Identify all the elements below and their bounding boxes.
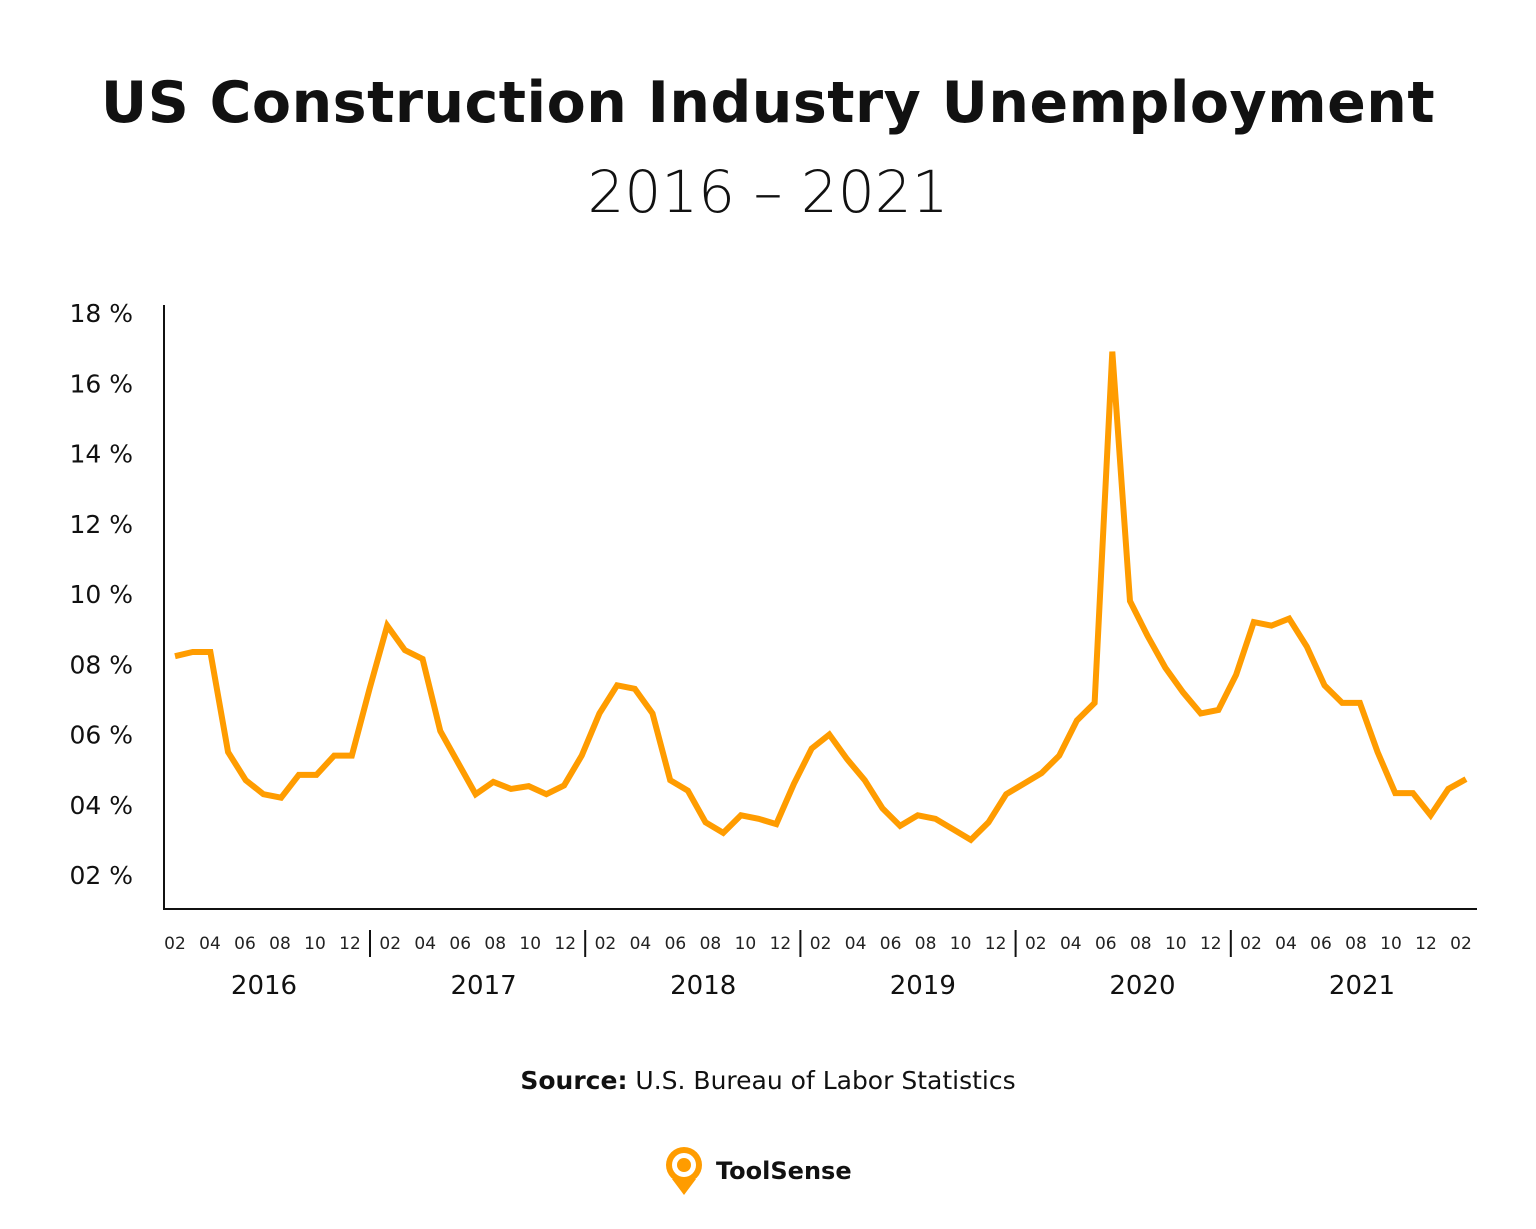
x-tick-label: 12 (1200, 934, 1222, 954)
x-tick-label: 06 (665, 934, 687, 954)
y-tick-label: 16 % (69, 369, 133, 398)
x-tick-label: 10 (1380, 934, 1402, 954)
x-tick-label: 12 (770, 934, 792, 954)
x-tick-label: 12 (985, 934, 1007, 954)
year-label: 2020 (1109, 971, 1175, 1001)
year-label: 2018 (670, 971, 736, 1001)
y-tick-label: 18 % (69, 299, 133, 328)
x-tick-label: 08 (1345, 934, 1367, 954)
x-tick-label: 10 (304, 934, 326, 954)
x-tick-label: 08 (484, 934, 506, 954)
x-tick-label: 12 (554, 934, 576, 954)
x-tick-label: 08 (700, 934, 722, 954)
location-pin-icon (666, 1147, 702, 1195)
x-tick-label: 12 (1415, 934, 1437, 954)
x-tick-label: 02 (810, 934, 832, 954)
year-label: 2017 (451, 971, 517, 1001)
year-label: 2016 (231, 971, 297, 1001)
x-tick-label: 04 (845, 934, 867, 954)
x-tick-label: 10 (1165, 934, 1187, 954)
brand-name: ToolSense (716, 1157, 852, 1185)
x-tick-label: 04 (414, 934, 436, 954)
x-tick-label: 12 (339, 934, 361, 954)
y-tick-label: 04 % (69, 791, 133, 820)
chart-subtitle: 2016 – 2021 (587, 158, 949, 226)
x-tick-label: 02 (595, 934, 617, 954)
source-text: U.S. Bureau of Labor Statistics (635, 1066, 1016, 1095)
y-tick-label: 06 % (69, 721, 133, 750)
source-label: Source: (520, 1066, 628, 1095)
y-tick-label: 08 % (69, 650, 133, 679)
x-tick-label: 06 (1310, 934, 1332, 954)
x-tick-label: 02 (1025, 934, 1047, 954)
x-tick-label: 08 (269, 934, 291, 954)
y-tick-label: 02 % (69, 861, 133, 890)
y-tick-label: 14 % (69, 440, 133, 469)
x-tick-label: 02 (1240, 934, 1262, 954)
x-tick-label: 04 (630, 934, 652, 954)
year-label: 2021 (1329, 971, 1395, 1001)
x-tick-label: 08 (915, 934, 937, 954)
x-tick-label: 10 (950, 934, 972, 954)
x-tick-label: 04 (199, 934, 221, 954)
x-tick-label: 06 (1095, 934, 1117, 954)
chart-title: US Construction Industry Unemployment (100, 70, 1436, 136)
x-tick-label: 06 (449, 934, 471, 954)
toolsense-logo: ToolSense (662, 1145, 852, 1197)
source-note: Source: U.S. Bureau of Labor Statistics (0, 1066, 1536, 1095)
x-tick-label: 02 (164, 934, 186, 954)
y-tick-label: 10 % (69, 580, 133, 609)
x-tick-label: 02 (1450, 934, 1472, 954)
x-tick-label: 06 (234, 934, 256, 954)
x-tick-label: 10 (735, 934, 757, 954)
x-tick-label: 06 (880, 934, 902, 954)
x-tick-label: 10 (519, 934, 541, 954)
x-tick-label: 04 (1275, 934, 1297, 954)
x-tick-label: 02 (379, 934, 401, 954)
year-label: 2019 (890, 971, 956, 1001)
series-line (174, 351, 1468, 844)
x-tick-label: 08 (1130, 934, 1152, 954)
x-tick-label: 04 (1060, 934, 1082, 954)
y-tick-label: 12 % (69, 510, 133, 539)
